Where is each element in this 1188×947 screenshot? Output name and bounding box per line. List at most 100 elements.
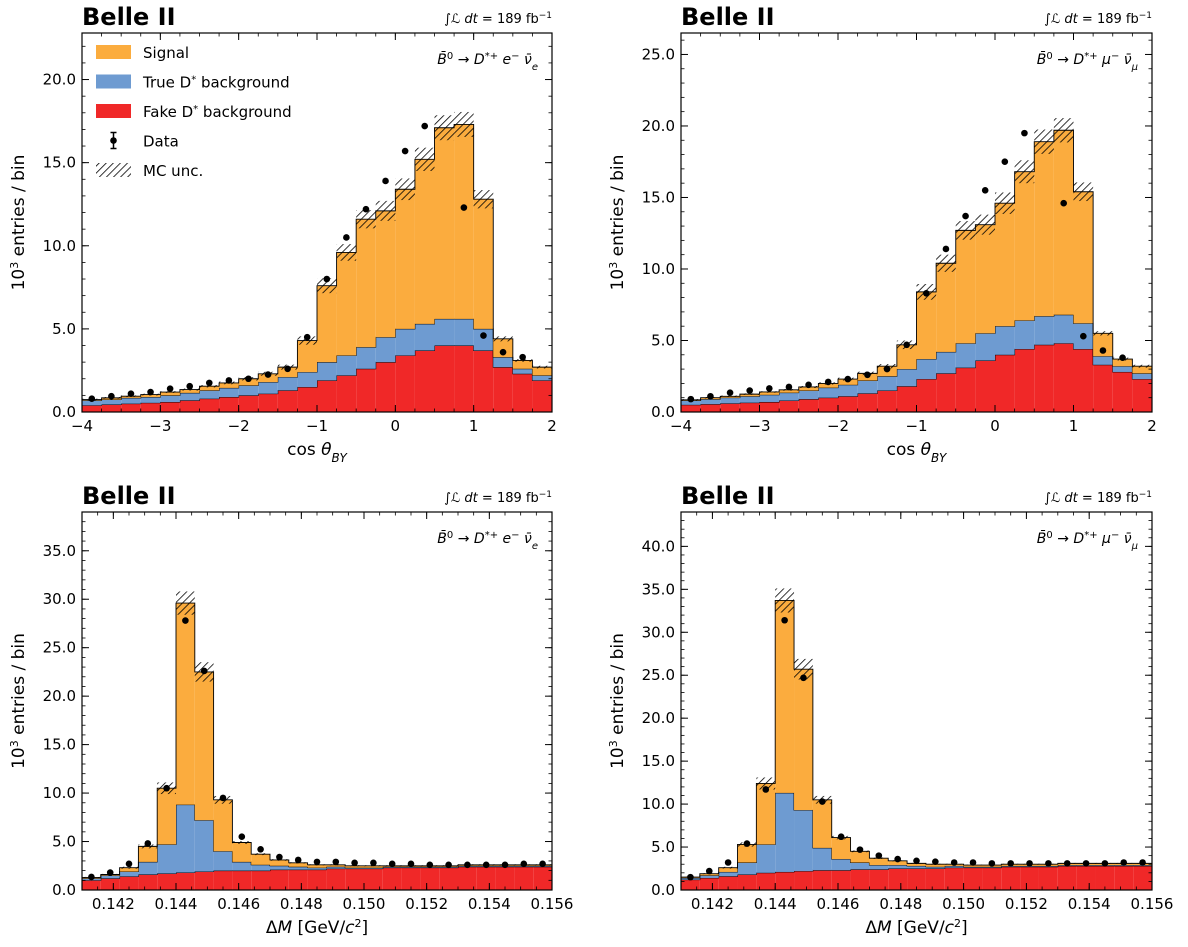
channel-label: B̄0 → D*+ e− ν̄e: [437, 50, 538, 72]
bar-fake-d-background: [831, 870, 851, 890]
x-tick-label: 2: [1147, 417, 1157, 435]
bar-fake-d-background: [288, 869, 308, 890]
data-point: [1045, 860, 1052, 867]
mc-uncertainty-band: [297, 336, 317, 345]
bar-true-d-background: [1112, 366, 1133, 372]
data-point: [108, 392, 115, 400]
data-point: [800, 674, 807, 682]
bar-true-d-background: [831, 859, 851, 871]
bar-true-d-background: [916, 359, 937, 380]
mc-uncertainty-band: [414, 147, 435, 171]
legend-swatch: [96, 45, 131, 59]
bar-fake-d-background: [963, 867, 983, 890]
data-point: [824, 378, 832, 386]
data-point: [705, 867, 713, 875]
data-point: [482, 861, 490, 869]
bar-fake-d-background: [982, 867, 1002, 890]
bar-signal: [288, 862, 308, 867]
x-axis-label: cos θBY: [887, 440, 948, 465]
data-point: [962, 212, 969, 220]
bar-signal: [775, 600, 795, 793]
bar-signal: [794, 669, 813, 811]
bar-fake-d-background: [775, 871, 795, 890]
y-axis-label: 103 entries / bin: [607, 633, 629, 769]
bar-fake-d-background: [382, 867, 402, 890]
data-point: [445, 861, 452, 869]
data-point: [785, 383, 793, 391]
belle-ii-header: Belle II: [82, 3, 176, 31]
bar-fake-d-background: [476, 866, 496, 890]
data-point: [166, 385, 174, 393]
bar-true-d-background: [382, 866, 402, 868]
chart-panel-4: 0.142 0.144 0.146 0.148 0.150 0.152 0.154 0.156…: [607, 482, 1174, 938]
bar-true-d-background: [277, 377, 298, 391]
bar-fake-d-background: [1076, 865, 1096, 890]
data-point: [687, 873, 694, 881]
bar-fake-d-background: [1053, 343, 1074, 412]
mc-uncertainty-band: [434, 115, 455, 141]
chart-panel-3: 0.142 0.144 0.146 0.148 0.150 0.152 0.154 0.156…: [8, 482, 574, 938]
y-tick-label: 0.0: [651, 881, 675, 899]
data-point: [539, 860, 546, 868]
legend-data-marker: [110, 137, 117, 144]
data-point: [932, 858, 939, 865]
bar-true-d-background: [739, 396, 760, 403]
mc-uncertainty-band: [512, 359, 533, 362]
bar-true-d-background: [194, 820, 214, 872]
data-point: [981, 187, 989, 194]
bar-signal: [975, 224, 995, 334]
bar-true-d-background: [401, 866, 421, 868]
belle-ii-header: Belle II: [681, 482, 775, 510]
x-tick-label: 0.146: [217, 895, 260, 913]
bar-fake-d-background: [1114, 865, 1134, 890]
y-tick-label: 15.0: [43, 154, 76, 172]
x-tick-label: 1: [1069, 417, 1079, 435]
data-point: [205, 379, 213, 387]
bar-signal: [179, 389, 200, 393]
mc-uncertainty-band: [336, 244, 357, 261]
bar-signal: [831, 837, 851, 860]
y-tick-label: 5.0: [52, 320, 76, 338]
bar-true-d-background: [838, 384, 858, 397]
bar-signal: [277, 367, 298, 378]
mc-uncertainty-band: [199, 385, 220, 388]
bar-fake-d-background: [907, 868, 926, 890]
mc-uncertainty-band: [395, 178, 415, 201]
bar-fake-d-background: [869, 869, 889, 890]
data-point: [480, 332, 487, 339]
bar-signal: [779, 389, 799, 393]
y-tick-label: 10.0: [642, 260, 675, 278]
bar-true-d-background: [857, 380, 878, 394]
data-point: [726, 389, 734, 396]
x-tick-label: 0.150: [343, 895, 386, 913]
bar-true-d-background: [251, 864, 270, 871]
data-point: [332, 858, 340, 866]
data-point: [1119, 354, 1126, 361]
bar-fake-d-background: [251, 870, 270, 890]
mc-uncertainty-band: [955, 221, 976, 240]
data-point: [1063, 860, 1071, 867]
bar-fake-d-background: [375, 362, 396, 412]
x-tick-label: 2: [547, 417, 557, 435]
x-tick-label: 0.154: [468, 895, 511, 913]
y-tick-label: 40.0: [642, 537, 675, 555]
data-point: [264, 371, 272, 378]
bar-true-d-background: [270, 865, 289, 870]
data-point: [883, 365, 891, 373]
y-tick-label: 20.0: [642, 709, 675, 727]
bar-signal: [160, 392, 180, 396]
bar-fake-d-background: [798, 399, 819, 412]
bar-signal: [1014, 171, 1035, 321]
bar-signal: [473, 199, 494, 329]
bar-fake-d-background: [326, 868, 346, 890]
bar-fake-d-background: [794, 871, 813, 890]
mc-uncertainty-band: [160, 391, 180, 393]
mc-uncertainty-band: [251, 853, 270, 856]
bar-true-d-background: [238, 385, 259, 396]
bar-fake-d-background: [896, 386, 917, 412]
bar-signal: [756, 783, 776, 845]
bar-true-d-background: [700, 399, 721, 405]
data-point: [724, 859, 732, 866]
bar-true-d-background: [775, 792, 795, 872]
